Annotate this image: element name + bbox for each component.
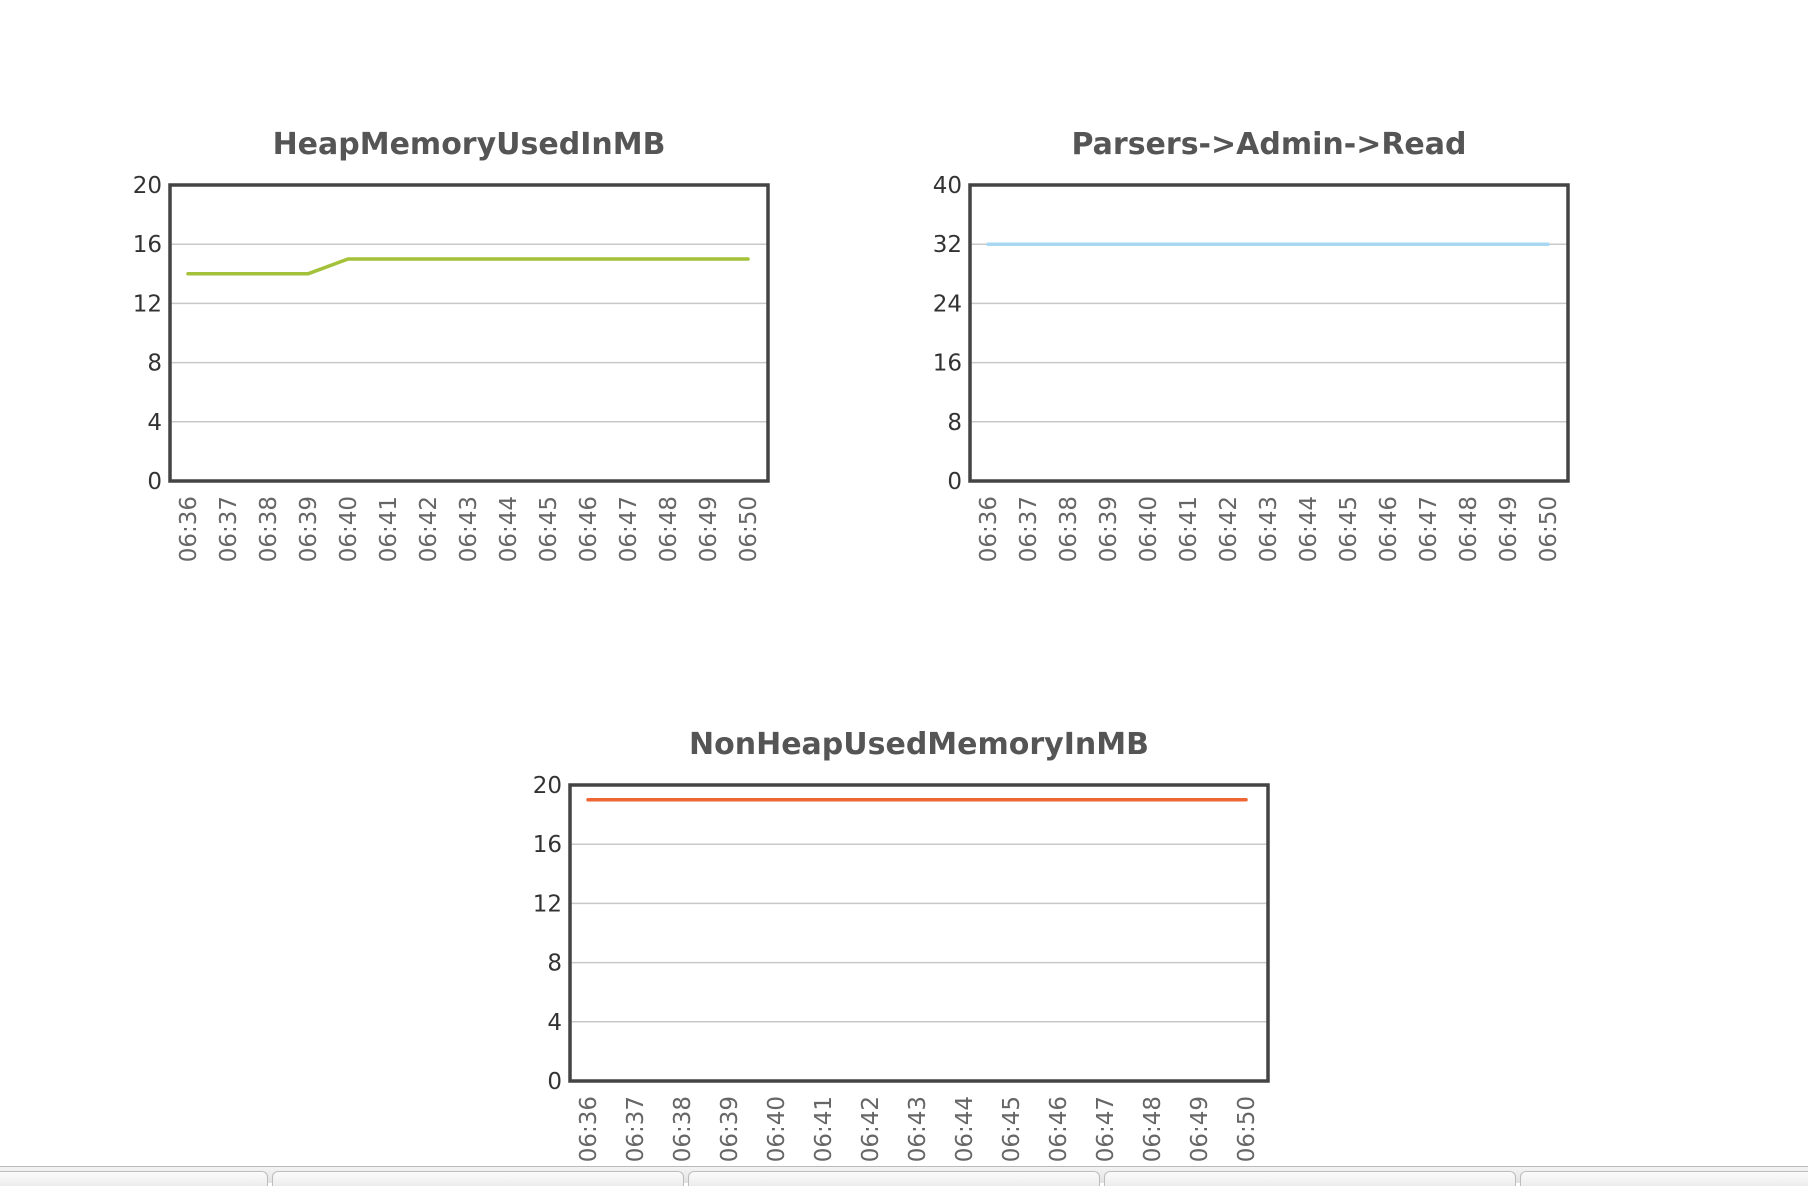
chart-parsers-admin-read: Parsers->Admin->Read 0 8 16 24 32 40 06:36 06:37… xyxy=(800,120,1600,620)
browser-tab-strip xyxy=(0,1166,1808,1183)
x-tick-label: 06:45 xyxy=(536,496,562,562)
x-tick-label: 06:37 xyxy=(216,496,242,562)
x-tick-label: 06:46 xyxy=(1376,496,1402,562)
y-tick-label: 12 xyxy=(533,891,562,917)
browser-tab[interactable] xyxy=(272,1171,684,1186)
plot-area-frame xyxy=(170,185,768,481)
x-tick-label: 06:38 xyxy=(1056,496,1082,562)
x-tick-label: 06:46 xyxy=(1046,1096,1072,1162)
plot-area-frame xyxy=(570,785,1268,1081)
browser-tab[interactable] xyxy=(0,1171,268,1186)
y-tick-label: 4 xyxy=(147,410,162,436)
x-tick-label: 06:44 xyxy=(1296,496,1322,562)
y-tick-label: 0 xyxy=(147,469,162,495)
x-tick-label: 06:47 xyxy=(1093,1096,1119,1162)
y-tick-label: 16 xyxy=(933,351,962,377)
y-tick-label: 24 xyxy=(933,291,962,317)
y-tick-label: 16 xyxy=(533,832,562,858)
chart-heap-memory: HeapMemoryUsedInMB 0 4 8 12 16 20 06:36 06:37 06:… xyxy=(0,120,800,620)
y-tick-label: 12 xyxy=(133,291,162,317)
series-line xyxy=(188,259,748,274)
browser-tab[interactable] xyxy=(1104,1171,1516,1186)
x-tick-label: 06:48 xyxy=(656,496,682,562)
x-tick-label: 06:37 xyxy=(1016,496,1042,562)
x-tick-label: 06:49 xyxy=(696,496,722,562)
y-tick-label: 0 xyxy=(547,1069,562,1095)
x-tick-label: 06:39 xyxy=(717,1096,743,1162)
x-tick-label: 06:36 xyxy=(176,496,202,562)
chart-title: HeapMemoryUsedInMB xyxy=(273,127,666,162)
x-tick-label: 06:42 xyxy=(858,1096,884,1162)
x-tick-label: 06:50 xyxy=(736,496,762,562)
y-tick-label: 20 xyxy=(133,173,162,199)
chart-nonheap-memory: NonHeapUsedMemoryInMB 0 4 8 12 16 20 06:36 06:37… xyxy=(400,720,1260,1180)
y-tick-label: 8 xyxy=(547,951,562,977)
y-tick-label: 16 xyxy=(133,232,162,258)
x-tick-label: 06:36 xyxy=(576,1096,602,1162)
x-tick-label: 06:49 xyxy=(1496,496,1522,562)
y-tick-label: 4 xyxy=(547,1010,562,1036)
y-tick-label: 32 xyxy=(933,232,962,258)
x-tick-label: 06:38 xyxy=(670,1096,696,1162)
x-tick-label: 06:47 xyxy=(1416,496,1442,562)
x-tick-label: 06:50 xyxy=(1536,496,1562,562)
x-tick-label: 06:48 xyxy=(1456,496,1482,562)
x-tick-label: 06:43 xyxy=(905,1096,931,1162)
x-tick-label: 06:50 xyxy=(1234,1096,1260,1162)
x-tick-label: 06:38 xyxy=(256,496,282,562)
x-tick-label: 06:40 xyxy=(336,496,362,562)
y-tick-label: 20 xyxy=(533,773,562,799)
x-tick-label: 06:46 xyxy=(576,496,602,562)
x-tick-label: 06:41 xyxy=(811,1096,837,1162)
x-tick-label: 06:45 xyxy=(999,1096,1025,1162)
x-tick-label: 06:36 xyxy=(976,496,1002,562)
x-tick-label: 06:40 xyxy=(1136,496,1162,562)
x-tick-label: 06:47 xyxy=(616,496,642,562)
x-tick-label: 06:39 xyxy=(1096,496,1122,562)
x-tick-label: 06:37 xyxy=(623,1096,649,1162)
x-tick-label: 06:42 xyxy=(416,496,442,562)
x-tick-label: 06:41 xyxy=(1176,496,1202,562)
x-tick-label: 06:45 xyxy=(1336,496,1362,562)
x-tick-label: 06:39 xyxy=(296,496,322,562)
x-tick-label: 06:44 xyxy=(496,496,522,562)
x-tick-label: 06:43 xyxy=(456,496,482,562)
y-tick-label: 8 xyxy=(147,351,162,377)
x-tick-label: 06:43 xyxy=(1256,496,1282,562)
chart-title: NonHeapUsedMemoryInMB xyxy=(689,727,1149,762)
chart-title: Parsers->Admin->Read xyxy=(1071,127,1466,162)
x-tick-label: 06:42 xyxy=(1216,496,1242,562)
x-tick-label: 06:49 xyxy=(1187,1096,1213,1162)
y-tick-label: 0 xyxy=(947,469,962,495)
x-tick-label: 06:48 xyxy=(1140,1096,1166,1162)
y-tick-label: 40 xyxy=(933,173,962,199)
browser-tab[interactable] xyxy=(688,1171,1100,1186)
x-tick-label: 06:40 xyxy=(764,1096,790,1162)
browser-tab[interactable] xyxy=(1520,1171,1808,1186)
y-tick-label: 8 xyxy=(947,410,962,436)
x-tick-label: 06:41 xyxy=(376,496,402,562)
x-tick-label: 06:44 xyxy=(952,1096,978,1162)
plot-area-frame xyxy=(970,185,1568,481)
